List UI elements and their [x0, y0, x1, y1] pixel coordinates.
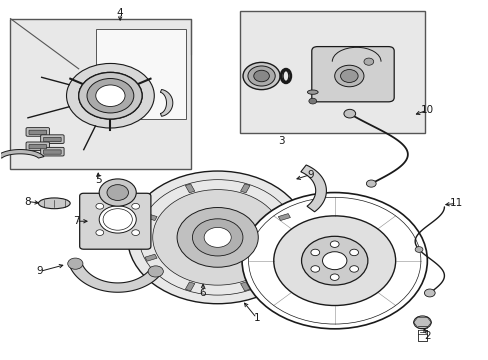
- Circle shape: [242, 193, 427, 329]
- Circle shape: [243, 62, 280, 90]
- Circle shape: [349, 249, 358, 256]
- FancyBboxPatch shape: [41, 147, 64, 156]
- Circle shape: [310, 249, 319, 256]
- Polygon shape: [300, 165, 326, 212]
- Circle shape: [414, 247, 422, 252]
- Circle shape: [107, 185, 128, 201]
- Circle shape: [253, 70, 269, 82]
- Circle shape: [330, 274, 338, 280]
- Polygon shape: [69, 262, 161, 292]
- Text: 3: 3: [277, 136, 284, 145]
- Circle shape: [79, 72, 142, 119]
- Circle shape: [413, 316, 430, 329]
- Text: 10: 10: [420, 105, 433, 115]
- Bar: [278, 213, 290, 221]
- Ellipse shape: [307, 90, 318, 94]
- Text: 9: 9: [306, 170, 313, 180]
- Circle shape: [340, 69, 357, 82]
- Circle shape: [177, 207, 258, 267]
- Circle shape: [192, 219, 243, 256]
- Circle shape: [96, 203, 103, 209]
- Circle shape: [99, 179, 136, 206]
- Polygon shape: [160, 90, 172, 116]
- Circle shape: [96, 230, 103, 235]
- Circle shape: [349, 266, 358, 272]
- FancyBboxPatch shape: [29, 130, 46, 134]
- Polygon shape: [0, 149, 44, 158]
- Circle shape: [96, 85, 125, 107]
- Circle shape: [203, 228, 231, 247]
- Circle shape: [330, 241, 338, 247]
- Text: 5: 5: [95, 175, 102, 185]
- Circle shape: [66, 63, 154, 128]
- Circle shape: [127, 171, 307, 304]
- FancyBboxPatch shape: [80, 193, 151, 249]
- Circle shape: [301, 236, 367, 285]
- Text: 7: 7: [73, 216, 80, 226]
- Text: 6: 6: [199, 288, 206, 298]
- Text: 4: 4: [117, 8, 123, 18]
- Bar: [239, 12, 424, 134]
- Bar: [278, 254, 290, 261]
- Circle shape: [310, 266, 319, 272]
- Circle shape: [424, 289, 434, 297]
- Bar: [240, 184, 249, 193]
- Circle shape: [87, 78, 134, 113]
- Circle shape: [343, 109, 355, 118]
- Circle shape: [322, 252, 346, 270]
- Circle shape: [67, 258, 83, 269]
- Circle shape: [273, 216, 395, 306]
- Circle shape: [366, 180, 375, 187]
- Circle shape: [308, 98, 316, 104]
- Bar: [144, 213, 157, 221]
- Circle shape: [131, 230, 139, 235]
- Circle shape: [131, 203, 139, 209]
- FancyBboxPatch shape: [311, 46, 393, 102]
- Text: 9: 9: [36, 266, 43, 276]
- Bar: [240, 282, 249, 291]
- Text: 11: 11: [449, 198, 462, 208]
- FancyBboxPatch shape: [41, 135, 64, 143]
- Bar: [96, 30, 185, 119]
- FancyBboxPatch shape: [26, 128, 49, 136]
- Circle shape: [247, 66, 275, 86]
- Circle shape: [99, 206, 136, 233]
- Circle shape: [334, 65, 363, 87]
- FancyBboxPatch shape: [29, 144, 46, 149]
- Bar: [185, 282, 194, 291]
- FancyBboxPatch shape: [26, 142, 49, 150]
- Circle shape: [148, 266, 163, 277]
- FancyBboxPatch shape: [43, 150, 61, 154]
- Text: 1: 1: [253, 313, 260, 323]
- Circle shape: [152, 190, 282, 285]
- Text: 2: 2: [423, 331, 430, 341]
- Circle shape: [363, 58, 373, 65]
- Bar: [185, 184, 194, 193]
- Bar: [10, 19, 190, 169]
- Text: 8: 8: [24, 197, 31, 207]
- FancyBboxPatch shape: [43, 137, 61, 141]
- Bar: [144, 254, 157, 261]
- Ellipse shape: [39, 198, 70, 209]
